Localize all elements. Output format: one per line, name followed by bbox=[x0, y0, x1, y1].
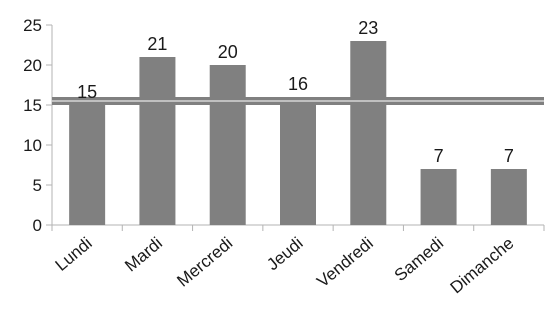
y-tick-label: 25 bbox=[23, 16, 42, 35]
y-tick-label: 5 bbox=[33, 176, 42, 195]
data-label: 20 bbox=[218, 42, 238, 62]
bar-lundi bbox=[69, 105, 106, 225]
y-tick-label: 0 bbox=[33, 216, 42, 235]
data-label: 16 bbox=[288, 74, 308, 94]
bar-mercredi bbox=[209, 65, 246, 225]
bar-vendredi bbox=[350, 41, 387, 225]
data-label: 21 bbox=[147, 34, 167, 54]
data-label: 7 bbox=[434, 146, 444, 166]
data-label: 7 bbox=[504, 146, 514, 166]
x-tick-label: Samedi bbox=[391, 234, 447, 286]
x-tick-label: Mercredi bbox=[173, 234, 236, 291]
bar-mardi bbox=[139, 57, 176, 225]
reference-line-group bbox=[52, 97, 544, 105]
x-tick-label: Mardi bbox=[121, 234, 166, 276]
x-tick-label: Vendredi bbox=[313, 234, 377, 292]
y-tick-label: 20 bbox=[23, 56, 42, 75]
y-tick-labels: 0 5 10 15 20 25 bbox=[23, 16, 42, 235]
bar-samedi bbox=[420, 169, 457, 225]
x-tick-label: Jeudi bbox=[263, 234, 306, 275]
bar-jeudi bbox=[280, 97, 316, 225]
data-label: 23 bbox=[358, 18, 378, 38]
bars bbox=[69, 41, 527, 225]
x-tick-label: Dimanche bbox=[447, 234, 518, 298]
x-tick-labels: Lundi Mardi Mercredi Jeudi Vendredi Samedi Dim… bbox=[52, 234, 518, 298]
data-labels: 15 21 20 16 23 7 7 bbox=[77, 18, 514, 166]
data-label: 15 bbox=[77, 82, 97, 102]
y-tick-label: 10 bbox=[23, 136, 42, 155]
x-tick-label: Lundi bbox=[52, 234, 96, 275]
y-tick-label: 15 bbox=[23, 96, 42, 115]
bar-dimanche bbox=[490, 169, 527, 225]
